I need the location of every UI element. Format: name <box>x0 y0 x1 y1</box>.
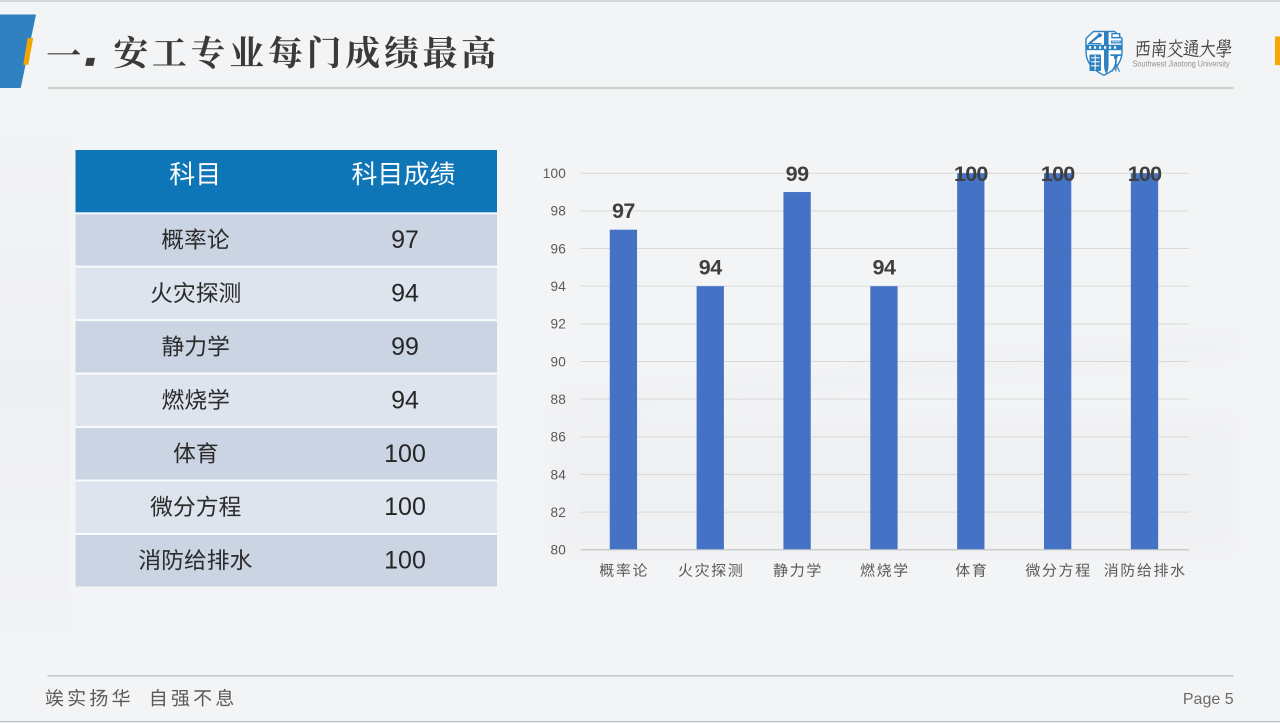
svg-text:100: 100 <box>543 166 567 181</box>
svg-text:100: 100 <box>384 547 426 575</box>
svg-text:94: 94 <box>550 279 566 294</box>
svg-text:82: 82 <box>550 505 566 520</box>
svg-text:86: 86 <box>550 430 566 445</box>
svg-text:100: 100 <box>384 493 426 521</box>
svg-text:99: 99 <box>786 162 809 186</box>
svg-text:94: 94 <box>699 255 722 279</box>
svg-text:98: 98 <box>550 204 566 219</box>
svg-text:92: 92 <box>550 317 566 332</box>
svg-text:100: 100 <box>1128 162 1162 186</box>
svg-text:88: 88 <box>550 392 566 407</box>
svg-text:96: 96 <box>550 241 566 256</box>
svg-text:80: 80 <box>550 543 566 558</box>
svg-text:100: 100 <box>954 162 988 186</box>
svg-text:97: 97 <box>612 199 635 223</box>
svg-text:100: 100 <box>384 440 426 468</box>
svg-text:100: 100 <box>1041 162 1075 186</box>
svg-text:99: 99 <box>391 333 419 361</box>
svg-text:Page 5: Page 5 <box>1183 691 1234 708</box>
svg-text:90: 90 <box>550 354 566 369</box>
svg-text:Southwest Jiaotong University: Southwest Jiaotong University <box>1133 59 1231 68</box>
svg-text:97: 97 <box>391 226 419 254</box>
svg-text:94: 94 <box>391 279 419 307</box>
svg-text:84: 84 <box>550 467 566 482</box>
svg-text:94: 94 <box>391 386 419 414</box>
svg-text:94: 94 <box>872 255 895 279</box>
